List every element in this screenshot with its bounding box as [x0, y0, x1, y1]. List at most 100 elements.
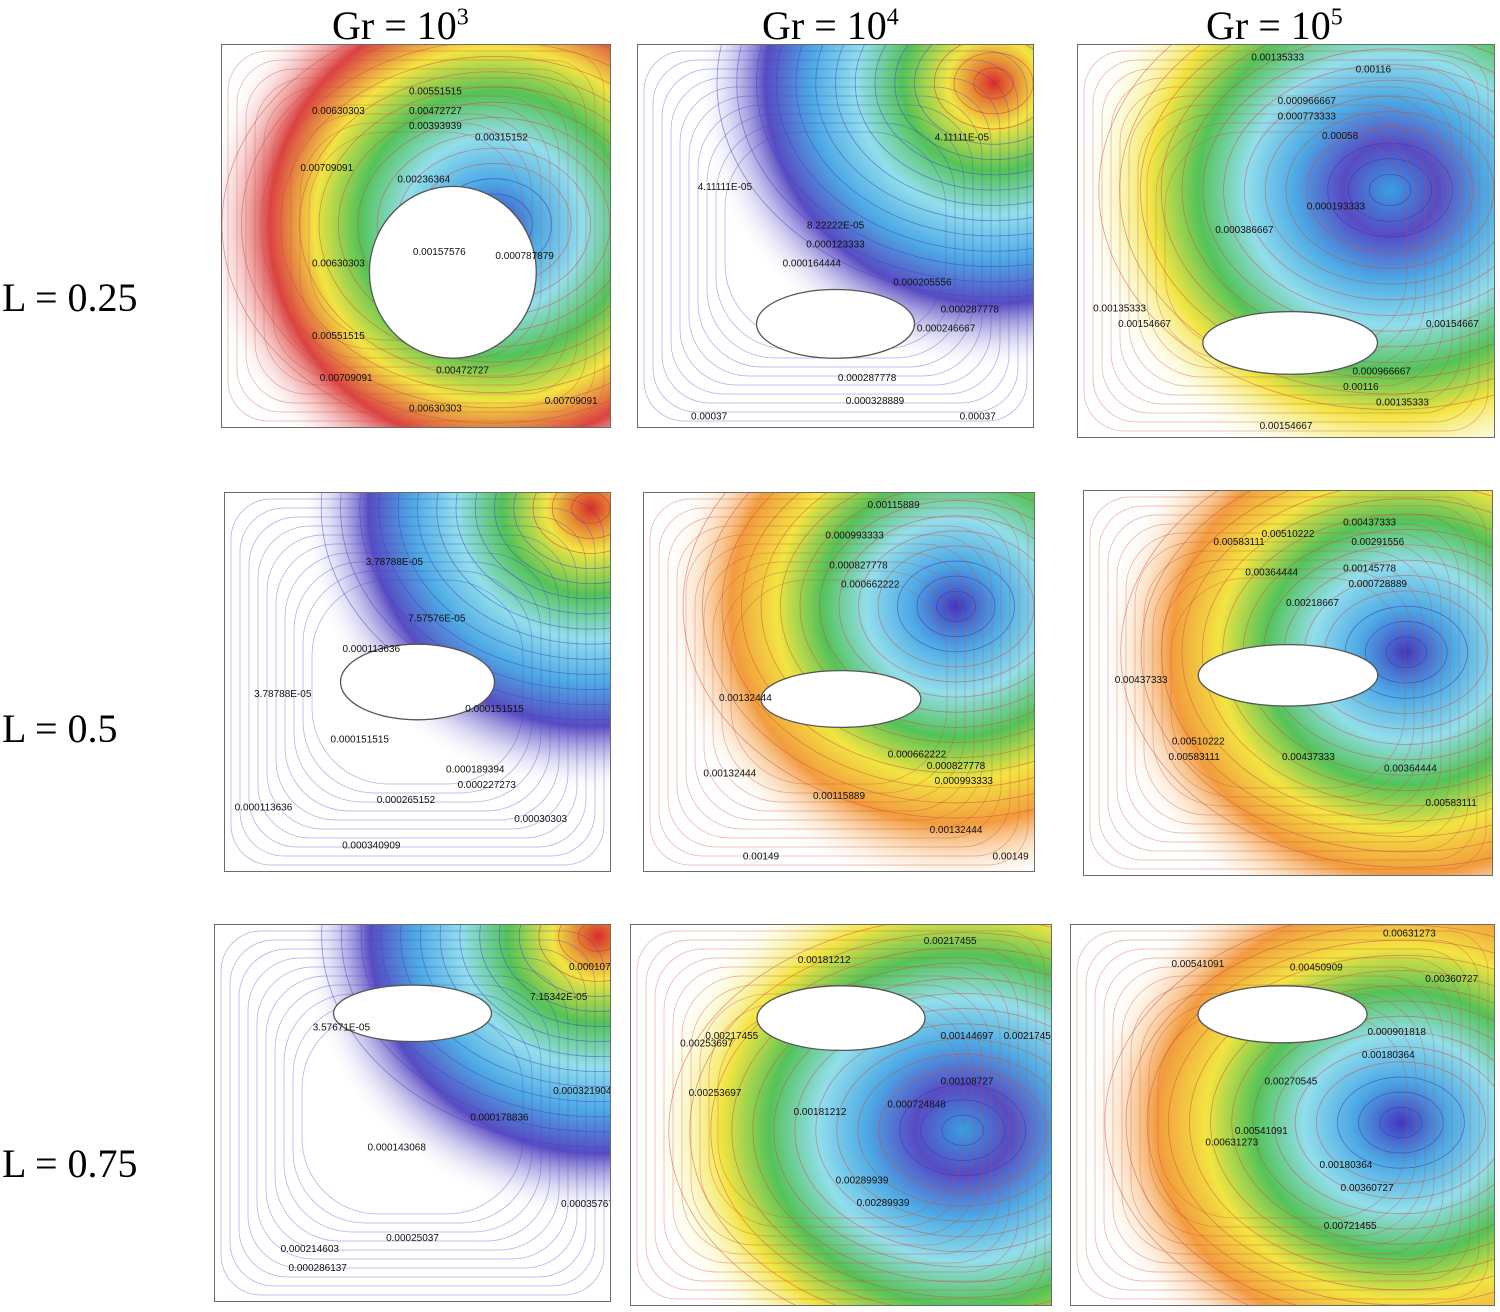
contour-value-label: 0.00132444 [703, 769, 756, 780]
contour-line [1160, 45, 1494, 363]
contour-plot-svg: 4.11111E-05 8.22222E-05 0.000123333 0.00016… [638, 45, 1033, 427]
contour-line [670, 77, 1001, 395]
contour-line [688, 95, 983, 377]
contour-line [400, 925, 610, 1088]
contour-line [1337, 1076, 1465, 1169]
contour-line [799, 493, 1034, 728]
row-label-l-025: L = 0.25 [2, 275, 138, 320]
contour-line [1146, 939, 1494, 1305]
contour-value-label: 0.000787879 [495, 251, 554, 262]
contour-value-label: 0.00218667 [1286, 598, 1339, 609]
contour-line [1134, 541, 1442, 825]
contour-panel-r1c2: 4.11111E-05 8.22222E-05 0.000123333 0.00016… [637, 44, 1034, 428]
contour-line [741, 493, 1034, 774]
contour-value-label: 0.000113636 [235, 803, 293, 814]
contour-line [1098, 505, 1478, 861]
contour-line [1294, 1046, 1494, 1199]
contour-value-label: 0.00037 [960, 411, 997, 422]
contour-line [257, 525, 578, 839]
contour-value-label: 0.00289939 [836, 1175, 889, 1186]
contour-value-label: 0.00721455 [1324, 1221, 1377, 1232]
contour-value-label: 0.00437333 [1282, 752, 1335, 763]
contour-line [1094, 948, 1471, 1282]
contour-value-label: 0.000827778 [927, 761, 986, 772]
contour-line [1273, 1031, 1494, 1215]
contour-line [320, 493, 610, 721]
contour-line [417, 493, 610, 645]
contour-line [730, 579, 948, 785]
contour-line [1143, 550, 1433, 816]
contour-value-label: 0.00541091 [1235, 1126, 1288, 1137]
contour-line [681, 975, 1001, 1255]
contour-line [318, 86, 610, 363]
contour-line [518, 925, 610, 997]
contour-line [815, 1023, 1051, 1237]
contour-line [494, 493, 610, 585]
contour-plot-svg: 0.00135333 0.00116 0.000966667 0.000773333 0… [1078, 45, 1494, 437]
contour-value-label: 3.78788E-05 [254, 689, 312, 700]
contour-value-label: 0.00157576 [413, 247, 466, 258]
contour-line [838, 515, 1034, 698]
contour-value-label: 0.000724848 [887, 1099, 946, 1110]
obstacle-ellipse [368, 185, 537, 359]
contour-value-label: 0.00135333 [1093, 304, 1146, 315]
contour-line [703, 552, 975, 812]
contour-value-label: 0.00180364 [1320, 1160, 1373, 1171]
contour-line [716, 45, 1033, 298]
contour-value-label: 7.15342E-05 [530, 992, 588, 1003]
contour-line [532, 493, 610, 554]
contour-value-label: 0.00236364 [397, 175, 450, 186]
contour-line [1103, 957, 1462, 1273]
contour-value-label: 0.00144697 [941, 1031, 994, 1042]
contour-value-label: 8.22222E-05 [807, 220, 865, 231]
contour-line [1170, 577, 1406, 789]
contour-value-label: 4.11111E-05 [698, 182, 753, 193]
contour-value-label: 0.000993333 [825, 530, 884, 541]
contour-line [877, 545, 1034, 668]
contour-line [1128, 95, 1444, 387]
contour-line [710, 947, 1051, 1305]
contour-value-label: 3.78788E-05 [366, 557, 424, 568]
contour-line [420, 925, 610, 1072]
contour-panel-r1c3: 0.00135333 0.00116 0.000966667 0.000773333 0… [1077, 44, 1495, 438]
contour-value-label: 0.00154667 [1118, 319, 1171, 330]
contour-line [1092, 59, 1480, 423]
contour-line [682, 493, 1034, 819]
contour-line [272, 95, 560, 377]
contour-line [794, 1008, 1051, 1253]
contour-value-label: 0.000662222 [888, 750, 947, 761]
contour-line [667, 516, 1011, 848]
contour-value-label: 0.000287778 [941, 304, 1000, 315]
contour-value-label: 0.000328889 [846, 396, 905, 407]
contour-line [256, 966, 569, 1260]
contour-line [815, 45, 1033, 222]
column-header-gr-1e5: Gr = 105 [1206, 3, 1343, 48]
contour-line [299, 71, 610, 378]
contour-line [1140, 45, 1494, 379]
contour-line [281, 104, 551, 368]
contour-line [894, 45, 1033, 160]
contour-value-label: 0.00135333 [1376, 398, 1429, 409]
contour-value-label: 0.00037 [691, 411, 728, 422]
contour-line [1306, 126, 1474, 254]
contour-value-label: 0.00709091 [300, 163, 353, 174]
contour-line [229, 939, 596, 1287]
contour-value-label: 0.00709091 [320, 373, 373, 384]
contour-line [654, 948, 1028, 1282]
contour-value-label: 0.00393939 [409, 121, 462, 132]
contour-plot-svg: 0.001158890.0009933330.0008277780.000662… [644, 493, 1034, 871]
contour-line [697, 104, 974, 368]
contour-line [245, 68, 587, 404]
contour-line [459, 925, 610, 1042]
contour-line [1125, 925, 1494, 1305]
contour-line [658, 507, 1020, 857]
contour-line [1120, 491, 1492, 868]
contour-line [260, 45, 610, 409]
contour-line [773, 993, 1051, 1268]
contour-value-label: 0.00315152 [475, 133, 528, 144]
contour-value-label: 0.00437333 [1115, 675, 1168, 686]
contour-line [236, 59, 596, 413]
obstacle-ellipse [760, 670, 922, 729]
contour-line [266, 534, 569, 830]
